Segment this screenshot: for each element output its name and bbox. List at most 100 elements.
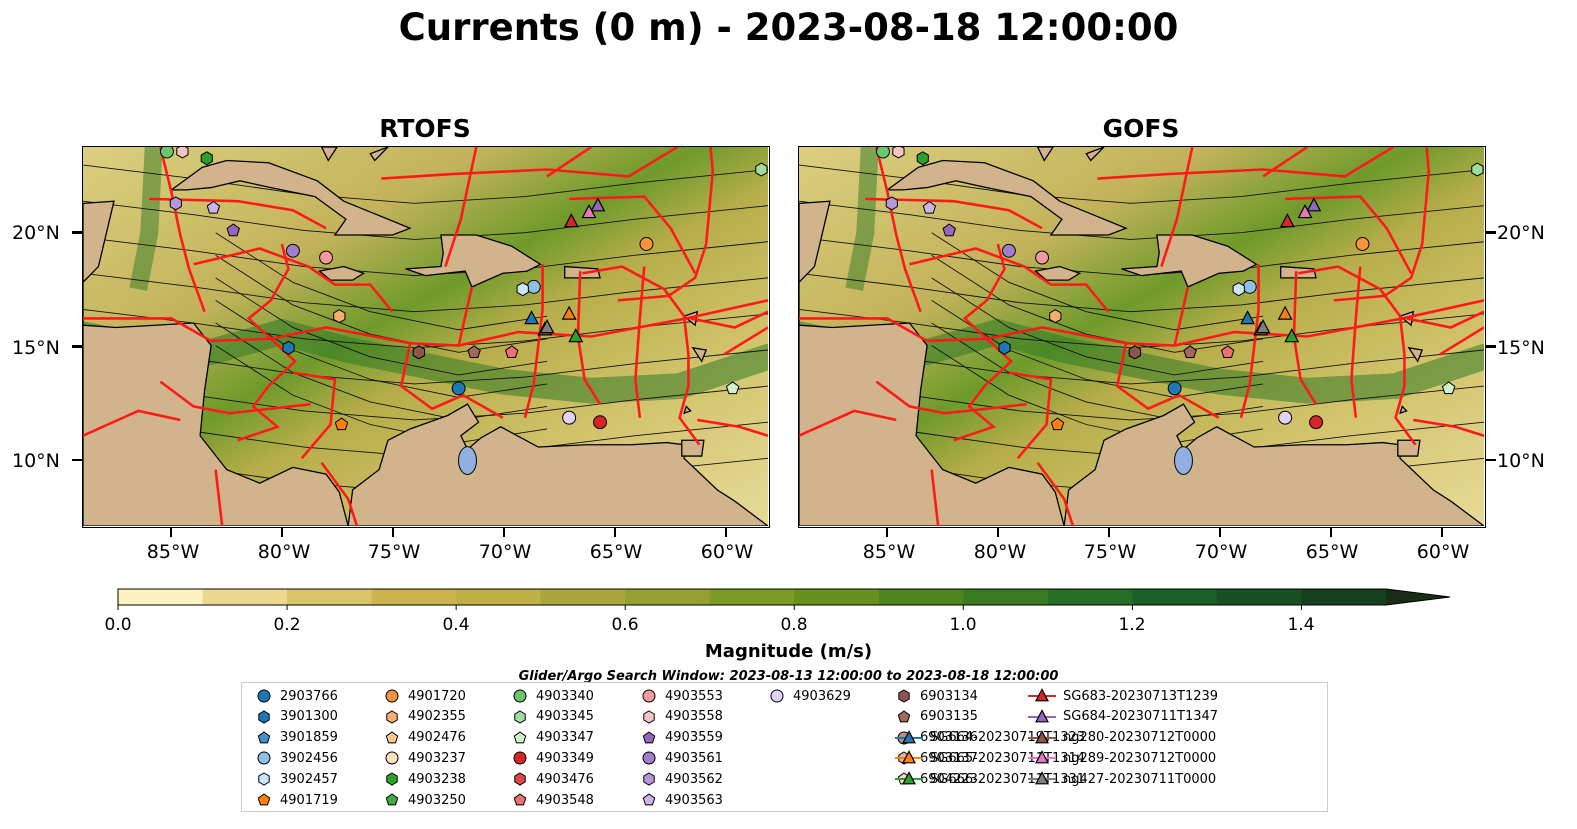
legend-label: 4903629 [793,688,851,704]
legend-label: SG683-20230713T1239 [1063,688,1219,704]
axis-tick [391,528,395,537]
observation-marker [412,345,426,360]
eez-boundary [1008,371,1053,460]
land-polygon [320,147,338,162]
colorbar-tick-0: 0.0 [104,615,132,635]
legend: 2903766 3901300 3901859 3902456 3902457 49017… [241,682,1328,812]
observation-marker [1284,328,1300,343]
legend-hexagon-icon [898,689,910,703]
eez-boundary [569,195,697,274]
legend-label: 4901720 [408,688,466,704]
colorbar-segment [1216,589,1302,605]
eez-boundary [1333,147,1431,302]
axis-tick [1440,528,1444,537]
legend-label: 3902456 [280,750,338,766]
eez-boundary [320,462,359,526]
legend-label: ng427-20230711T0000 [1063,771,1217,787]
eez-boundary [723,326,768,356]
observation-marker [334,417,349,431]
observation-marker [539,319,555,334]
lon-label-75-gofs: 75°W [1083,541,1137,563]
lon-label-85-rtofs: 85°W [146,541,200,563]
axis-tick [1486,345,1496,348]
axis-tick [72,345,82,348]
observation-marker [1441,381,1456,395]
legend-label: 3902457 [280,771,338,787]
eez-boundary [546,147,592,178]
eez-boundary [865,197,1043,230]
legend-pentagon-icon [257,730,271,743]
legend-item: 4903629 [767,687,851,705]
colorbar-tick-3: 0.6 [611,615,639,635]
legend-marker-icon [643,772,655,786]
eez-boundary [523,264,544,419]
streamline [83,200,768,240]
legend-label: 4903250 [408,792,466,808]
legend-triangle-icon [1035,729,1049,743]
eez-boundary [83,299,768,347]
streamline [215,322,548,421]
land-polygon [1399,405,1408,415]
land-polygon [1397,439,1421,457]
observation-marker [1471,162,1484,177]
legend-label: 4901719 [280,792,338,808]
legend-label: 4903340 [536,688,594,704]
observation-marker [892,147,905,159]
streamline [215,277,548,376]
legend-label: 4903476 [536,771,594,787]
legend-marker-icon [514,772,526,786]
eez-boundary [875,380,1027,415]
eez-boundary [634,266,646,418]
legend-item: 4903250 [382,791,466,809]
legend-label: 2903766 [280,688,338,704]
lake-maracaibo [458,446,477,475]
observation-marker [561,305,577,320]
eez-boundary [1406,310,1484,329]
colorbar-tick-5: 1.0 [949,615,977,635]
observation-marker [319,250,334,265]
eez-boundary [1239,264,1260,419]
legend-triangle-icon [1035,708,1049,723]
eez-boundary [1036,462,1075,526]
legend-pentagon-icon [257,793,271,806]
colorbar-segment [963,589,1049,605]
caribbean-current-jet [83,318,768,404]
legend-item: 4903349 [510,749,594,767]
streamline [931,254,1264,353]
legend-marker-icon [643,710,655,724]
eez-boundary [159,147,206,313]
streamline [215,254,548,353]
colorbar-segment [709,589,795,605]
legend-item: 4903558 [639,708,723,726]
streamline [799,236,1484,277]
legend-label: 4903349 [536,750,594,766]
eez-boundary [582,265,701,446]
legend-marker-icon [257,793,271,806]
observation-marker [1220,345,1235,359]
legend-label: 4902476 [408,730,466,746]
legend-label: 4903558 [665,709,723,725]
eez-boundary [1298,265,1417,446]
streamline [931,232,1264,331]
gofs-map [798,146,1486,528]
observation-marker [524,310,540,325]
legend-circle-icon [385,751,399,765]
observation-marker [160,147,174,159]
legend-marker-icon [1028,729,1056,743]
observation-marker [1167,381,1182,396]
lon-label-60-gofs: 60°W [1416,541,1470,563]
observation-marker [1128,345,1142,360]
legend-marker-icon [258,772,270,786]
legend-label: 6903135 [920,709,978,725]
legend-label: 6903137 [920,750,978,766]
observation-marker [1277,305,1293,320]
observation-marker [1309,415,1324,430]
colorbar-segment [118,589,204,605]
axis-tick [1329,528,1333,537]
streamline [931,277,1264,376]
observation-marker [1035,250,1050,265]
legend-item: 4901720 [382,687,466,705]
legend-marker-icon [258,710,270,724]
legend-hexagon-icon [258,710,270,724]
legend-marker-icon [895,729,923,743]
